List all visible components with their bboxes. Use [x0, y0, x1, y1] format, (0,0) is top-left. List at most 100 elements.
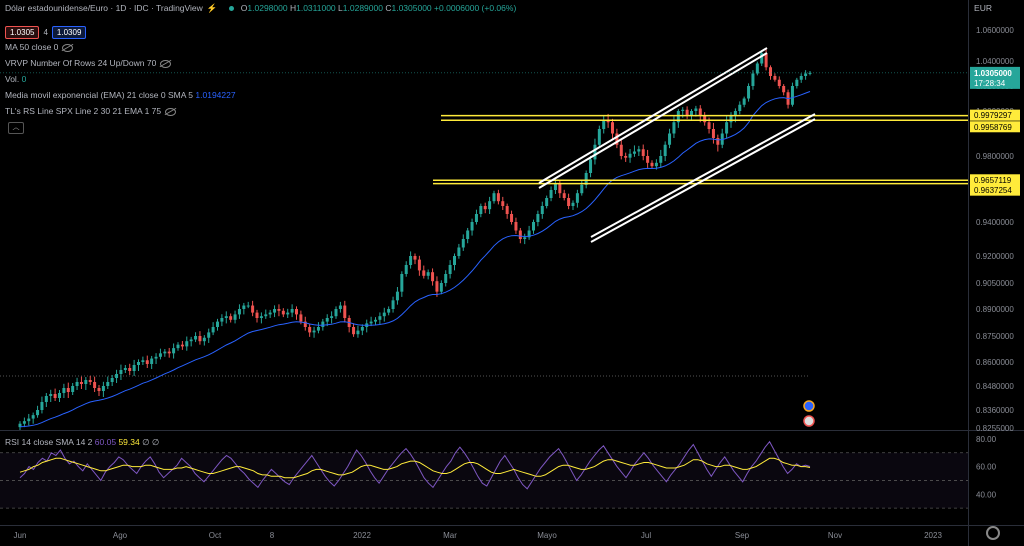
sell-button[interactable]: 1.0305: [5, 26, 40, 39]
time-tick-label: Mayo: [537, 531, 557, 540]
visibility-off-icon[interactable]: [62, 43, 74, 52]
candle-body: [694, 108, 698, 111]
candle-body: [150, 358, 154, 364]
indicator-vol[interactable]: Vol. 0: [5, 74, 27, 84]
candle-body: [123, 368, 127, 370]
candle-body: [360, 327, 364, 331]
candle-body: [615, 133, 619, 145]
candle-body: [597, 129, 601, 145]
candle-body: [624, 156, 628, 158]
gear-icon[interactable]: [986, 526, 1000, 540]
collapse-legend-button[interactable]: ︿: [8, 122, 24, 134]
candle-body: [334, 309, 338, 317]
candle-body: [141, 360, 145, 362]
buy-button[interactable]: 1.0309: [51, 26, 87, 39]
level-price-tag: [970, 184, 1020, 196]
candle-body: [75, 382, 79, 386]
rsi-legend[interactable]: RSI 14 close SMA 14 2 60.05 59.34 ∅ ∅: [5, 437, 160, 447]
candle-body: [189, 339, 193, 342]
candle-body: [426, 272, 430, 276]
level-price-tag: [970, 121, 1020, 133]
candle-body: [40, 402, 44, 410]
visibility-off-icon[interactable]: [165, 107, 177, 116]
candle-body: [439, 283, 443, 292]
candle-body: [764, 53, 768, 68]
candle-body: [431, 272, 435, 282]
candle-body: [536, 214, 540, 222]
candle-body: [549, 190, 553, 198]
candle-body: [795, 79, 799, 86]
candle-body: [716, 138, 720, 145]
candle-body: [738, 104, 742, 111]
candle-body: [808, 72, 812, 74]
candle-body: [505, 206, 509, 214]
indicator-tl-rs[interactable]: TL's RS Line SPX Line 2 30 21 EMA 1 75: [5, 106, 177, 116]
price-tick-label: 0.8600000: [976, 358, 1014, 367]
candle-body: [66, 388, 70, 392]
rsi-sma-line: [19, 457, 811, 479]
indicator-ema[interactable]: Media movil exponencial (EMA) 21 close 0…: [5, 90, 236, 100]
time-tick-label: Jun: [14, 531, 27, 540]
candle-body: [132, 365, 136, 371]
candle-body: [488, 201, 492, 210]
candle-body: [308, 327, 312, 333]
time-tick-label: 2023: [924, 531, 942, 540]
currency-label[interactable]: EUR: [974, 3, 992, 13]
price-tick-label: 1.0600000: [976, 26, 1014, 35]
candle-body: [790, 86, 794, 105]
candle-body: [668, 133, 672, 145]
candle-body: [53, 394, 57, 398]
candle-body: [725, 122, 729, 134]
candle-body: [44, 396, 48, 402]
candle-body: [374, 319, 377, 322]
price-tick-label: 0.8255000: [976, 424, 1014, 433]
visibility-off-icon[interactable]: [160, 59, 172, 68]
candle-body: [207, 332, 211, 338]
rsi-pane[interactable]: [0, 440, 968, 509]
candle-body: [163, 351, 167, 354]
indicator-ma[interactable]: MA 50 close 0: [5, 42, 74, 52]
candle-body: [496, 193, 500, 202]
level-price-tag: [970, 109, 1020, 121]
candle-body: [690, 111, 693, 116]
candle-body: [470, 222, 474, 231]
candle-body: [255, 312, 259, 318]
candle-body: [751, 73, 755, 86]
symbol-title[interactable]: Dólar estadounidense/Euro · 1D · IDC · T…: [5, 3, 203, 13]
time-tick-label: Mar: [443, 531, 457, 540]
candle-body: [413, 256, 417, 260]
candle-body: [611, 122, 614, 134]
candle-body: [273, 309, 277, 313]
time-tick-label: 8: [270, 531, 275, 540]
time-tick-label: 2022: [353, 531, 371, 540]
candle-body: [220, 318, 224, 322]
candle-body: [474, 214, 478, 222]
candle-body: [202, 337, 206, 342]
candle-body: [729, 115, 733, 123]
candle-body: [356, 330, 360, 335]
candle-body: [461, 239, 465, 248]
candle-body: [698, 108, 702, 116]
candle-body: [492, 193, 496, 202]
indicator-vrvp[interactable]: VRVP Number Of Rows 24 Up/Down 70: [5, 58, 172, 68]
candle-body: [628, 153, 632, 158]
candle-body: [18, 423, 22, 428]
candle-body: [632, 151, 636, 154]
rsi-tick-label: 40.00: [976, 490, 997, 499]
candle-body: [172, 348, 176, 354]
candle-body: [527, 230, 531, 238]
candle-body: [264, 314, 268, 317]
candle-body: [799, 76, 803, 80]
candle-body: [338, 305, 342, 309]
candle-body: [417, 259, 421, 271]
candle-body: [422, 270, 426, 276]
candle-body: [619, 144, 623, 156]
candle-body: [545, 198, 549, 206]
price-tick-label: 0.9050000: [976, 279, 1014, 288]
candle-body: [571, 202, 575, 206]
bid-ask-pills: 1.0305 4 1.0309: [5, 22, 87, 39]
